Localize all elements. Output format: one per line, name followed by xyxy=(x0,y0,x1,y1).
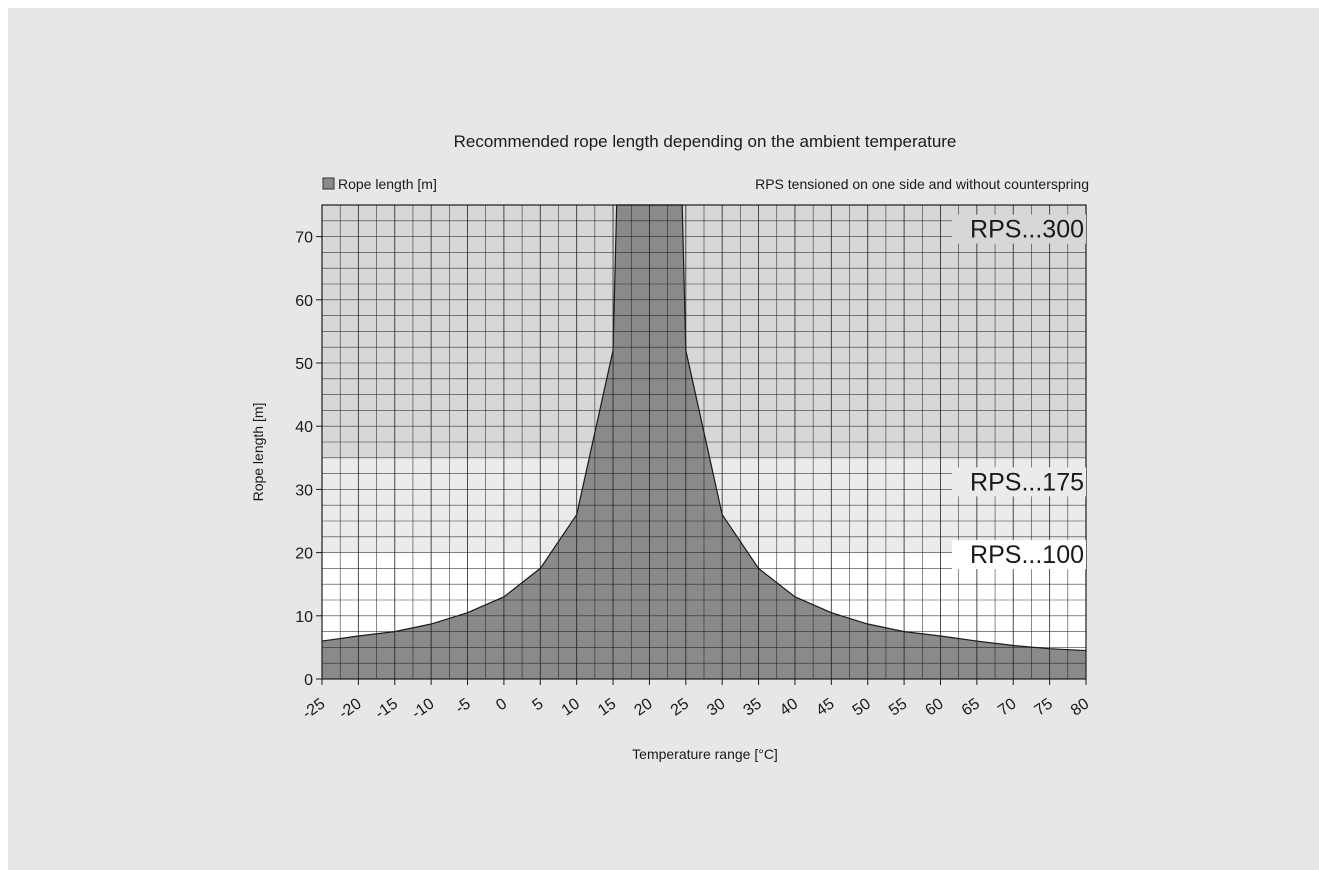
x-tick-label: 5 xyxy=(530,695,547,714)
x-tick-label: 0 xyxy=(493,695,510,714)
series-line xyxy=(321,204,1087,652)
zone-label-2: RPS...300 xyxy=(970,216,1084,244)
x-tick-label: 30 xyxy=(704,695,728,719)
x-tick-label: 15 xyxy=(595,695,619,719)
x-tick-label: 45 xyxy=(813,695,837,719)
x-tick-label: 25 xyxy=(668,695,692,719)
y-tick-label: 60 xyxy=(295,293,313,310)
x-tick-label: -25 xyxy=(300,695,329,722)
y-tick-label: 10 xyxy=(295,609,313,626)
legend-label: Rope length [m] xyxy=(338,176,437,192)
y-tick-label: 50 xyxy=(295,356,313,373)
chart: Recommended rope length depending on the… xyxy=(250,132,1092,762)
x-tick-label: -5 xyxy=(452,695,473,717)
zone-label-bg-0 xyxy=(952,540,1086,570)
x-tick-label: 75 xyxy=(1032,695,1056,719)
y-axis-label: Rope length [m] xyxy=(250,403,266,502)
x-tick-label: 65 xyxy=(959,695,983,719)
zone-label-1: RPS...175 xyxy=(970,468,1084,496)
zone-label-bg-2 xyxy=(952,214,1086,244)
zone-label-bg-1 xyxy=(952,467,1086,497)
plot-area: RPS...100RPS...175RPS...3000102030405060… xyxy=(295,204,1092,723)
x-axis-label: Temperature range [°C] xyxy=(632,746,778,762)
y-tick-label: 40 xyxy=(295,419,313,436)
legend-swatch xyxy=(322,177,335,190)
y-tick-label: 70 xyxy=(295,230,313,247)
x-tick-label: 80 xyxy=(1068,695,1092,719)
x-tick-label: 20 xyxy=(631,695,655,719)
x-tick-label: -10 xyxy=(409,695,438,722)
x-tick-label: 10 xyxy=(559,695,583,719)
chart-panel: Recommended rope length depending on the… xyxy=(8,8,1319,870)
x-tick-label: 55 xyxy=(886,695,910,719)
x-tick-label: -15 xyxy=(372,695,401,722)
x-tick-label: 70 xyxy=(995,695,1019,719)
x-tick-label: 60 xyxy=(922,695,946,719)
x-tick-label: 50 xyxy=(850,695,874,719)
x-tick-label: 35 xyxy=(741,695,765,719)
plot-frame xyxy=(321,204,1087,680)
zone-label-0: RPS...100 xyxy=(970,541,1084,569)
y-tick-label: 30 xyxy=(295,482,313,499)
y-tick-label: 20 xyxy=(295,546,313,563)
chart-title: Recommended rope length depending on the… xyxy=(454,132,957,151)
chart-note: RPS tensioned on one side and without co… xyxy=(755,176,1089,192)
y-tick-label: 0 xyxy=(304,672,313,689)
x-tick-label: 40 xyxy=(777,695,801,719)
x-tick-label: -20 xyxy=(336,695,365,722)
